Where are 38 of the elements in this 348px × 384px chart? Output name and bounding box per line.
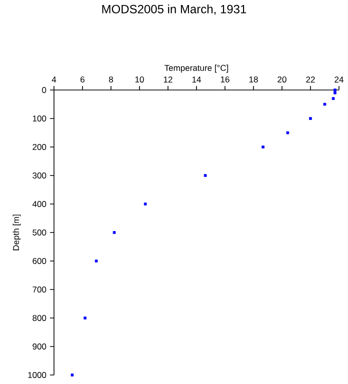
point (70, 374, 74, 376)
x-tick-label: 14 (192, 76, 201, 82)
point (262, 146, 264, 148)
point (309, 117, 312, 120)
point (84, 316, 86, 320)
x-tick-label: 4 (52, 76, 56, 82)
y-tick-label: 1000 (28, 372, 46, 378)
x-tick-label: 10 (135, 76, 144, 82)
x-tick-label: 6 (80, 76, 84, 82)
y-tick-label: 100 (32, 116, 46, 122)
x-tick-label: 18 (249, 76, 258, 82)
y-tick-label: 700 (32, 286, 46, 293)
x-tick-label: 24 (334, 76, 344, 82)
point (144, 202, 147, 206)
x-tick-label: 8 (109, 76, 113, 82)
y-tick-label: 600 (32, 258, 46, 264)
x-axis-title: Temperature [°C] (164, 64, 228, 73)
point (332, 97, 335, 100)
point (286, 131, 290, 134)
y-tick-label: 300 (32, 172, 46, 179)
x-tick-label: 20 (278, 76, 286, 82)
y-tick-label: 500 (32, 230, 46, 236)
point (94, 260, 98, 262)
y-axis-title: Depth [m] (12, 214, 21, 250)
chart-title: MODS2005 in March, 1931 (102, 4, 246, 15)
y-tick-label: 200 (32, 144, 46, 150)
point (112, 231, 116, 234)
point (323, 102, 326, 106)
y-tick-label: 800 (32, 315, 46, 322)
y-tick-label: 400 (32, 201, 46, 208)
x-tick-label: 12 (164, 76, 172, 82)
x-tick-label: 16 (220, 76, 230, 82)
y-tick-label: 900 (32, 343, 46, 350)
point (334, 91, 336, 94)
x-tick-label: 22 (306, 76, 315, 82)
point (204, 174, 207, 177)
y-tick-label: 0 (42, 87, 46, 94)
point (334, 88, 336, 92)
